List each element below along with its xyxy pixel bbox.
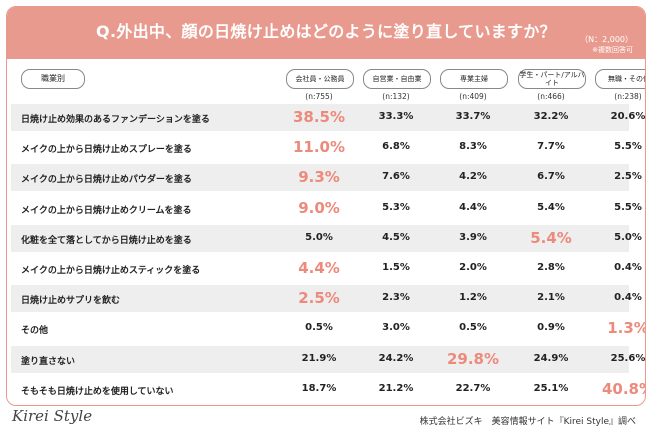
highlighted-value: 5.4% (530, 228, 572, 247)
highlighted-value: 1.3% (607, 319, 646, 338)
title-banner: Q.外出中、顔の日焼け止めはどのように塗り直していますか？ （N：2,000） … (7, 7, 645, 59)
value-cell: 2.3% (382, 292, 410, 304)
value-cell: 5.4% (537, 201, 565, 213)
value-cell: 0.5% (305, 322, 333, 334)
row-label: 日焼け止め効果のあるファンデーションを塗る (21, 115, 210, 125)
value-cell: 2.0% (459, 262, 487, 273)
value-cell: 33.3% (378, 111, 414, 122)
value-cell: 7.6% (382, 171, 410, 183)
column-sample-size: (n:466) (537, 92, 565, 101)
value-cell: 20.6% (610, 111, 646, 122)
column-sample-size: (n:755) (305, 92, 333, 101)
highlighted-value: 40.8% (601, 379, 645, 398)
value-cell: 8.3% (459, 141, 487, 153)
value-cell: 0.5% (459, 322, 487, 334)
value-cell: 5.5% (614, 201, 642, 213)
value-cell: 1.5% (382, 262, 410, 273)
value-cell: 1.2% (459, 292, 487, 304)
value-cell: 24.2% (378, 352, 414, 364)
column-header: 無職・その他 (595, 69, 645, 89)
value-cell: 25.1% (533, 382, 569, 394)
highlighted-value: 9.0% (298, 198, 340, 217)
multiple-answer-note: ※複数回答可 (592, 46, 633, 54)
value-cell: 5.0% (305, 231, 333, 243)
row-label: 日焼け止めサプリを飲む (21, 296, 121, 307)
column-header: 自営業・自由業 (363, 69, 431, 89)
highlighted-value: 38.5% (292, 108, 346, 126)
value-cell: 3.0% (382, 322, 410, 334)
value-cell: 2.8% (537, 262, 565, 273)
column-sample-size: (n:238) (614, 92, 642, 101)
column-sample-size: (n:132) (382, 92, 410, 101)
column-header: 会社員・公務員 (286, 69, 354, 89)
column-sample-size: (n:409) (459, 92, 487, 101)
value-cell: 32.2% (533, 111, 569, 122)
value-cell: 4.2% (459, 171, 487, 183)
row-label: メイクの上から日焼け止めパウダーを塗る (21, 175, 192, 186)
value-cell: 0.9% (537, 322, 565, 334)
table-row (11, 224, 629, 252)
highlighted-value: 11.0% (292, 138, 346, 157)
row-label: その他 (21, 326, 49, 337)
table-row (11, 164, 629, 192)
sample-size: （N：2,000） (580, 35, 633, 44)
row-label: 塗り直さない (21, 356, 76, 367)
chart-title: Q.外出中、顔の日焼け止めはどのように塗り直していますか？ (96, 22, 556, 41)
value-cell: 6.8% (382, 141, 410, 153)
row-label: メイクの上から日焼け止めクリームを塗る (21, 205, 192, 216)
row-label: 化粧を全て落としてから日焼け止めを塗る (21, 235, 192, 246)
value-cell: 6.7% (537, 171, 565, 183)
value-cell: 4.4% (459, 201, 487, 213)
brand-logo: Kirei Style (12, 407, 93, 425)
value-cell: 22.7% (455, 382, 491, 394)
value-cell: 24.9% (533, 352, 569, 364)
highlighted-value: 9.3% (298, 168, 340, 187)
category-header: 職業別 (21, 69, 85, 89)
value-cell: 4.5% (382, 231, 410, 243)
highlighted-value: 2.5% (298, 289, 340, 308)
value-cell: 18.7% (301, 382, 337, 394)
highlighted-value: 4.4% (298, 259, 340, 277)
value-cell: 0.4% (614, 262, 642, 273)
value-cell: 33.7% (455, 111, 491, 122)
value-cell: 0.4% (614, 292, 642, 304)
table-row (11, 345, 629, 373)
chart-panel: Q.外出中、顔の日焼け止めはどのように塗り直していますか？ （N：2,000） … (6, 6, 646, 406)
table-row (11, 104, 629, 131)
value-cell: 5.3% (382, 201, 410, 213)
row-label: メイクの上から日焼け止めスプレーを塗る (21, 145, 192, 156)
value-cell: 5.5% (614, 141, 642, 153)
row-label: そもそも日焼け止めを使用していない (21, 386, 174, 397)
row-label: メイクの上から日焼け止めスティックを塗る (21, 266, 201, 276)
value-cell: 25.6% (610, 352, 646, 364)
value-cell: 5.0% (614, 231, 642, 243)
value-cell: 7.7% (537, 141, 565, 153)
column-header: 専業主婦 (440, 69, 508, 89)
value-cell: 21.2% (378, 382, 414, 394)
source-credit: 株式会社ビズキ 美容情報サイト『Kirei Style』調べ (419, 417, 636, 427)
table-row (11, 285, 629, 313)
value-cell: 3.9% (459, 231, 487, 243)
highlighted-value: 29.8% (446, 349, 500, 368)
value-cell: 21.9% (301, 352, 337, 364)
value-cell: 2.5% (614, 171, 642, 183)
column-header: 学生・パート/アルバイト (518, 69, 586, 89)
value-cell: 2.1% (537, 292, 565, 304)
